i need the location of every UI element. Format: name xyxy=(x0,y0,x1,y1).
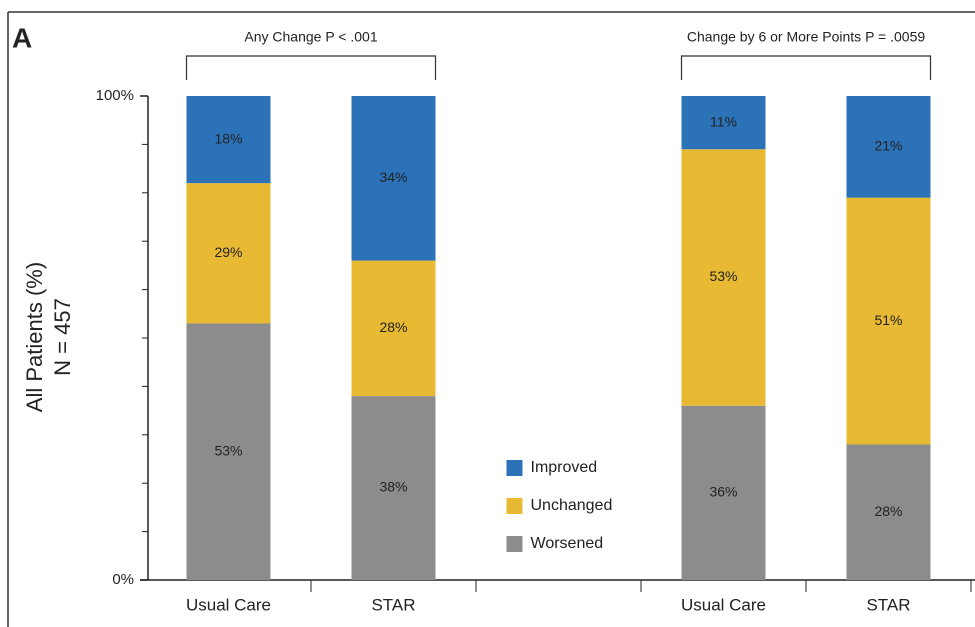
bar-segment xyxy=(681,96,766,150)
value-label: 11% xyxy=(710,113,737,129)
value-label: 53% xyxy=(709,268,737,284)
bar-segment xyxy=(681,149,766,406)
value-label: 36% xyxy=(709,484,737,500)
legend-swatch xyxy=(506,536,523,552)
value-label: 21% xyxy=(874,138,902,154)
y-tick-label: 0% xyxy=(112,571,134,588)
x-tick-label: Usual Care xyxy=(186,595,271,614)
value-label: 34% xyxy=(379,169,407,185)
legend-label: Improved xyxy=(531,459,598,476)
annotation: Change by 6 or More Points P = .0059 xyxy=(687,29,925,45)
value-label: 51% xyxy=(874,312,902,328)
bar-segment xyxy=(186,323,271,580)
panel-label: A xyxy=(12,22,32,53)
legend-label: Unchanged xyxy=(531,497,613,514)
y-axis-label: All Patients (%) xyxy=(22,262,47,412)
legend-label: Worsened xyxy=(531,535,604,552)
y-axis-label: N = 457 xyxy=(50,298,75,376)
bar-segment xyxy=(846,444,931,580)
bracket xyxy=(185,55,437,80)
bar-segment xyxy=(846,96,931,198)
bar-segment xyxy=(351,396,436,580)
legend-swatch xyxy=(506,498,523,514)
x-tick-label: STAR xyxy=(866,595,910,614)
value-label: 38% xyxy=(379,479,407,495)
bar-segment xyxy=(351,260,436,397)
value-label: 53% xyxy=(214,442,242,458)
bracket xyxy=(680,55,932,80)
bar-segment xyxy=(351,96,436,261)
x-tick-label: Usual Care xyxy=(681,595,766,614)
value-label: 18% xyxy=(214,130,242,146)
bar-segment xyxy=(186,96,271,184)
bar-segment xyxy=(681,405,766,580)
bar-segment xyxy=(846,197,931,445)
annotation: Any Change P < .001 xyxy=(244,29,377,45)
y-tick-label: 100% xyxy=(96,87,134,104)
x-tick-label: STAR xyxy=(371,595,415,614)
value-label: 28% xyxy=(379,319,407,335)
legend-swatch xyxy=(506,460,523,476)
value-label: 29% xyxy=(214,244,242,260)
value-label: 28% xyxy=(874,503,902,519)
bar-segment xyxy=(186,183,271,324)
